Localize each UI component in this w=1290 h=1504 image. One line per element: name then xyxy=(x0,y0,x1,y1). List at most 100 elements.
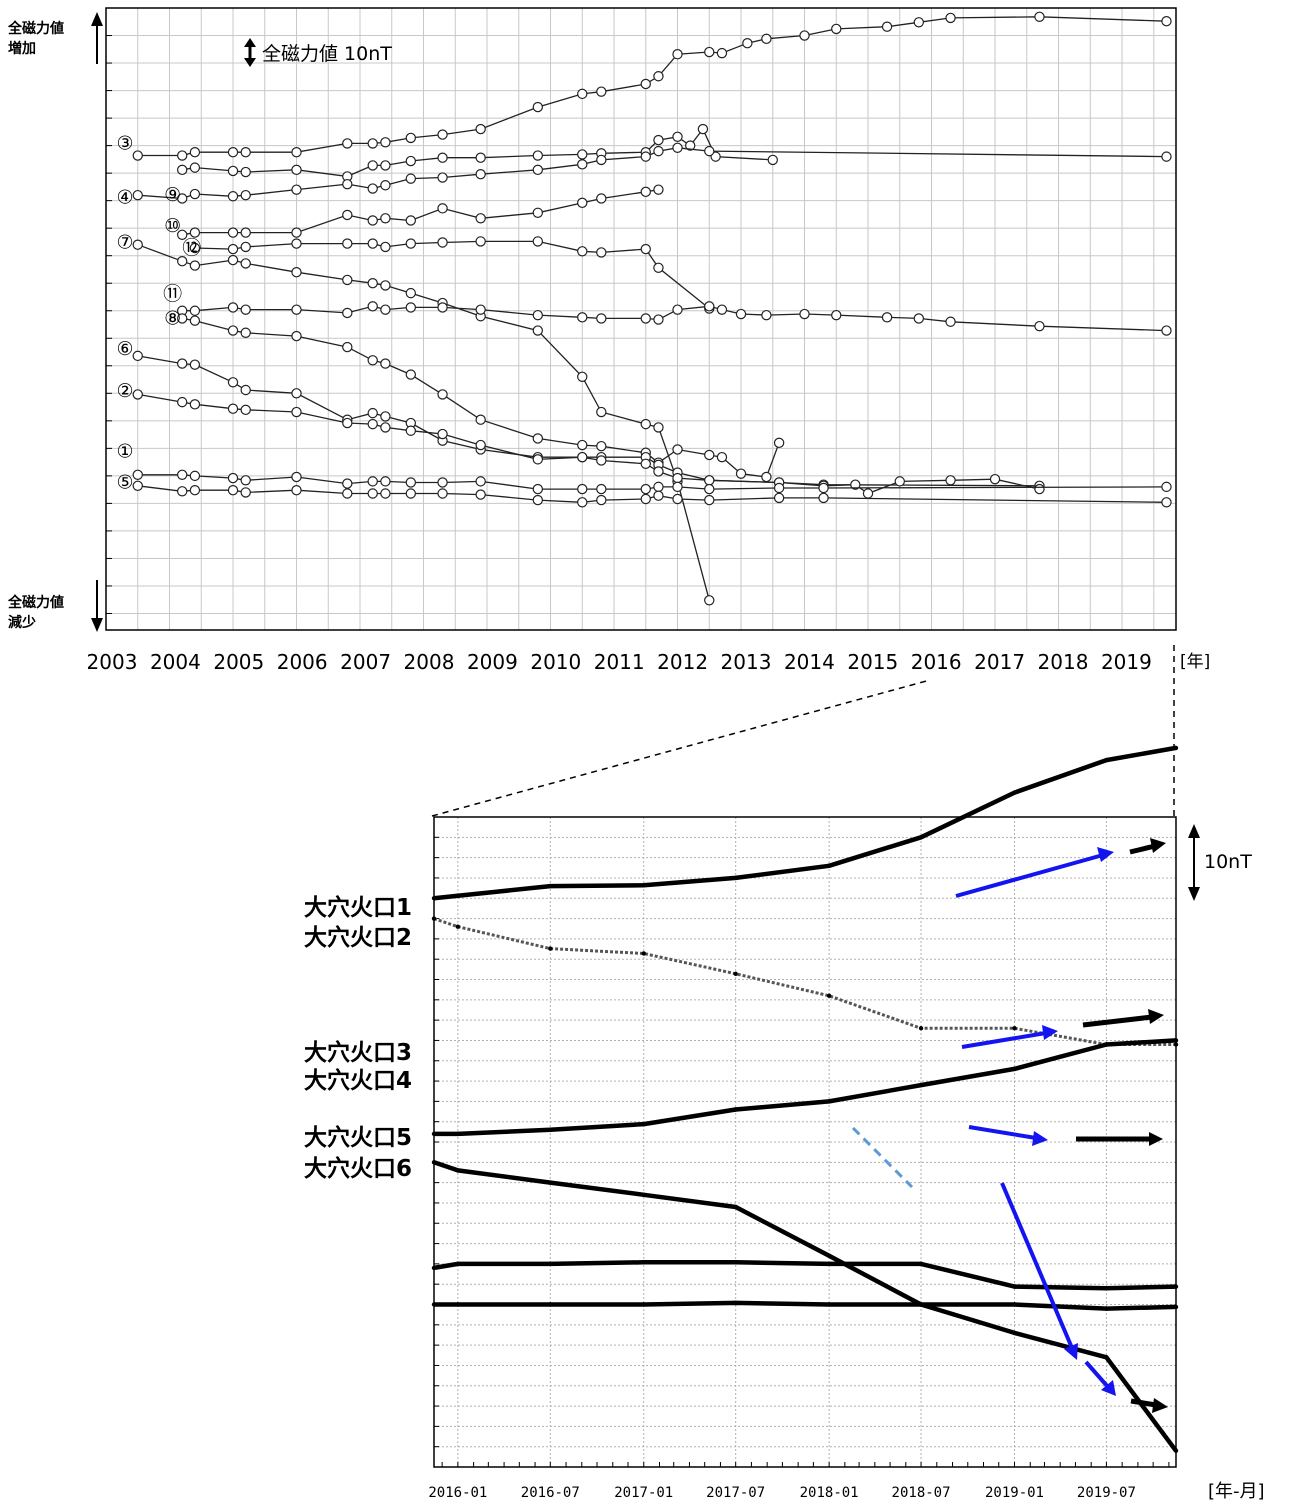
data-point xyxy=(532,494,544,506)
data-point xyxy=(437,488,448,499)
data-point xyxy=(641,951,646,956)
data-point xyxy=(548,883,553,889)
data-point xyxy=(577,483,588,495)
data-point xyxy=(132,480,143,491)
data-point xyxy=(367,238,378,249)
data-point xyxy=(1012,790,1017,795)
data-point xyxy=(704,483,715,495)
data-point xyxy=(716,304,728,315)
data-point xyxy=(653,490,664,501)
data-point xyxy=(189,242,201,254)
data-point xyxy=(177,358,188,369)
data-point xyxy=(405,215,417,226)
data-point xyxy=(455,924,461,929)
up-arrow-icon xyxy=(91,12,103,64)
x-tick-label: 2011 xyxy=(594,650,645,674)
data-point xyxy=(437,172,448,183)
data-point xyxy=(405,302,417,313)
data-point xyxy=(672,49,683,60)
top-chart-x-ticks: 2003 2004 2005 2006 2007 2008 2009 2010 2011 2012… xyxy=(87,650,1152,674)
series-label: ⑩ xyxy=(164,215,181,237)
data-point xyxy=(342,478,353,489)
data-point xyxy=(641,1260,646,1265)
data-point xyxy=(1173,1304,1179,1310)
data-point xyxy=(1161,325,1172,336)
data-point xyxy=(437,477,448,488)
data-point xyxy=(380,304,391,315)
series-line xyxy=(182,305,1167,332)
series-line xyxy=(433,1160,1178,1453)
data-point xyxy=(291,267,302,278)
data-point xyxy=(577,371,588,382)
data-point xyxy=(455,1302,461,1307)
data-point xyxy=(227,472,239,484)
data-point xyxy=(596,86,607,97)
data-point xyxy=(367,138,378,149)
x-tick-label: 2016-07 xyxy=(521,1485,580,1501)
data-point xyxy=(532,101,544,113)
data-point xyxy=(653,466,664,477)
data-point xyxy=(367,407,378,419)
y-increase-label-2: 増加 xyxy=(8,40,36,57)
series-line xyxy=(433,1260,1177,1291)
data-point xyxy=(640,243,651,255)
data-point xyxy=(1173,1448,1179,1453)
data-point xyxy=(1173,745,1179,751)
data-point xyxy=(367,301,378,312)
data-point xyxy=(380,476,391,487)
data-point xyxy=(641,1302,646,1307)
series-label: ④ xyxy=(117,186,134,208)
data-point xyxy=(1161,497,1172,508)
data-point xyxy=(1012,1330,1017,1336)
bottom-chart: 2016-01 2016-07 2017-01 2017-07 2018-01 2018-… xyxy=(304,745,1265,1502)
data-point xyxy=(405,173,417,184)
data-point xyxy=(405,155,417,167)
series-line xyxy=(182,317,780,478)
data-point xyxy=(177,150,188,161)
data-point xyxy=(532,150,544,161)
data-point xyxy=(697,123,709,135)
series-line xyxy=(433,917,1176,1046)
series-label: ⑪ xyxy=(163,283,182,305)
data-point xyxy=(773,492,785,504)
data-point xyxy=(240,304,251,315)
data-point xyxy=(367,215,378,226)
data-point xyxy=(532,454,544,465)
data-point xyxy=(767,154,778,166)
trend-arrow-icon xyxy=(968,1125,1048,1146)
data-point xyxy=(437,237,448,248)
data-point xyxy=(716,451,728,463)
data-point xyxy=(733,1300,738,1306)
data-point xyxy=(291,304,302,315)
data-point xyxy=(640,186,651,198)
data-point xyxy=(291,227,302,238)
data-point xyxy=(342,488,353,499)
data-point xyxy=(577,149,588,160)
x-tick-label: 2008 xyxy=(404,650,455,674)
data-point xyxy=(240,384,251,396)
data-point xyxy=(227,484,239,496)
data-point xyxy=(532,325,544,336)
data-point xyxy=(532,483,544,495)
data-point xyxy=(475,123,486,135)
series-label: ⑨ xyxy=(164,184,181,206)
data-point xyxy=(189,188,201,200)
data-point xyxy=(475,213,486,224)
data-point xyxy=(862,488,874,499)
data-point xyxy=(1161,151,1172,162)
data-point xyxy=(405,238,417,249)
data-point xyxy=(672,493,683,505)
scale-label: 全磁力値 10nT xyxy=(262,43,392,65)
data-point xyxy=(773,437,785,449)
data-point xyxy=(596,193,607,204)
data-point xyxy=(380,241,391,253)
series-line xyxy=(433,745,1177,901)
data-point xyxy=(918,1261,924,1267)
data-point xyxy=(826,1099,832,1104)
data-point xyxy=(380,213,391,224)
data-point xyxy=(291,330,302,342)
data-point xyxy=(367,183,378,194)
series-line xyxy=(194,240,710,310)
series-line xyxy=(137,485,1167,503)
x-unit-label: [年] xyxy=(1180,652,1210,672)
